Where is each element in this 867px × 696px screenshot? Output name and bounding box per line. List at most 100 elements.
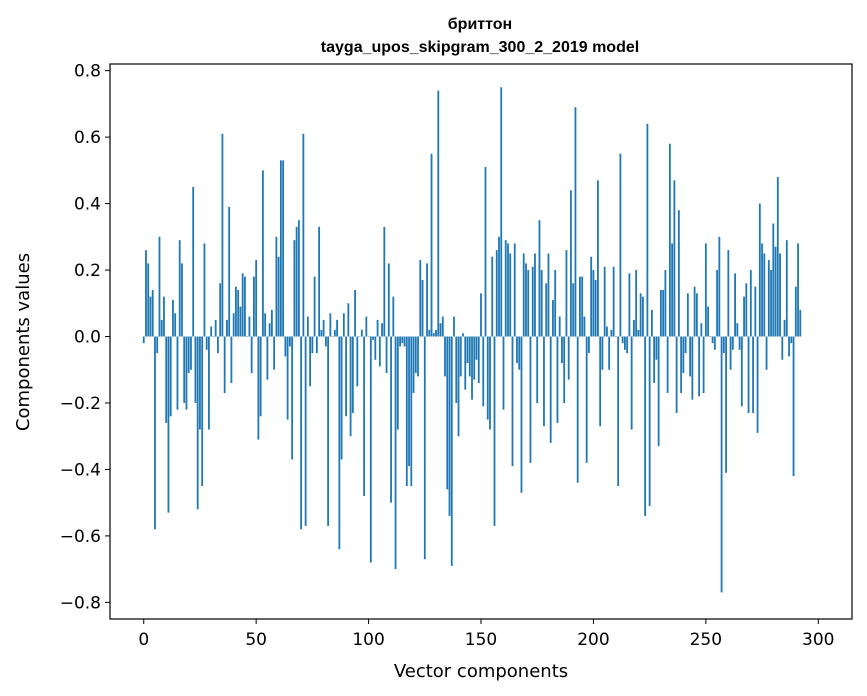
bar	[333, 329, 336, 337]
bar	[511, 336, 514, 467]
bar	[275, 236, 278, 337]
bar	[659, 289, 662, 337]
bar	[306, 316, 309, 337]
bar	[354, 289, 356, 337]
bar	[740, 336, 743, 407]
bar	[403, 336, 406, 347]
bar	[217, 336, 219, 354]
bar	[671, 243, 674, 337]
bar	[536, 336, 539, 403]
bar	[626, 336, 629, 354]
bar	[592, 270, 595, 337]
bar	[387, 263, 390, 337]
bar	[149, 296, 152, 337]
bar	[453, 316, 455, 337]
bar	[482, 336, 485, 407]
bar	[758, 203, 761, 337]
bar	[426, 263, 428, 337]
bar	[502, 336, 505, 410]
bar	[477, 336, 480, 384]
bar	[390, 336, 392, 503]
bar	[185, 336, 188, 410]
bar	[646, 123, 649, 337]
bar	[304, 336, 307, 526]
bar	[689, 336, 692, 377]
bar	[369, 336, 372, 563]
bar	[597, 180, 599, 337]
bar	[408, 336, 410, 467]
bar	[520, 336, 523, 493]
bar	[797, 243, 799, 337]
plot-frame	[109, 63, 853, 620]
x-tick-label: 50	[245, 630, 267, 650]
bar	[794, 286, 797, 337]
bar	[747, 336, 750, 413]
bar	[680, 336, 683, 394]
bar	[203, 243, 206, 337]
y-tick-label: −0.8	[60, 593, 101, 613]
bar	[459, 336, 462, 377]
bar	[199, 336, 201, 430]
bar	[392, 296, 395, 337]
bar	[765, 336, 768, 370]
bar	[545, 283, 548, 337]
bar	[556, 336, 559, 423]
x-tick-label: 250	[690, 630, 722, 650]
bar	[264, 313, 267, 337]
bar	[158, 236, 161, 337]
bar	[302, 133, 305, 337]
bar	[610, 329, 613, 337]
bar	[282, 160, 285, 337]
bar	[693, 286, 696, 337]
bar	[749, 270, 752, 337]
bar	[792, 336, 795, 477]
bar	[468, 336, 471, 377]
bar	[621, 336, 624, 344]
y-tick-label: −0.2	[60, 394, 101, 414]
x-tick-label: 200	[577, 630, 609, 650]
y-tick-label: −0.6	[60, 527, 101, 547]
bar	[383, 226, 386, 337]
bar	[725, 336, 727, 473]
bar	[709, 336, 712, 338]
bar	[653, 336, 656, 384]
bar	[297, 220, 300, 337]
bar	[309, 336, 312, 387]
bar	[547, 253, 550, 337]
bar	[666, 336, 669, 394]
bar	[486, 336, 489, 420]
bar	[399, 336, 401, 347]
bar	[374, 336, 377, 360]
bar	[691, 336, 694, 400]
bar	[608, 336, 611, 370]
bar	[315, 336, 318, 354]
bar	[214, 319, 217, 337]
bar	[279, 160, 282, 337]
bar	[471, 336, 473, 400]
y-tick-label: 0.6	[74, 128, 101, 148]
bar	[579, 276, 581, 337]
chart-title: бриттон	[448, 16, 512, 33]
bar	[351, 336, 354, 413]
bar	[311, 336, 314, 354]
bar	[648, 336, 651, 506]
bar	[601, 336, 604, 370]
bar	[221, 133, 224, 337]
bar	[246, 336, 249, 338]
bar	[262, 170, 264, 337]
bar	[273, 336, 276, 370]
bar	[731, 336, 734, 350]
bar	[729, 336, 732, 370]
bar	[624, 336, 626, 350]
bar	[450, 336, 453, 566]
bar	[259, 336, 262, 417]
bar	[270, 309, 273, 337]
bar	[615, 336, 617, 338]
bar	[767, 260, 770, 337]
bar	[293, 240, 296, 337]
bar	[444, 336, 446, 377]
bar	[284, 336, 287, 357]
bar	[790, 336, 793, 344]
bar	[257, 336, 260, 440]
bar	[644, 336, 647, 516]
